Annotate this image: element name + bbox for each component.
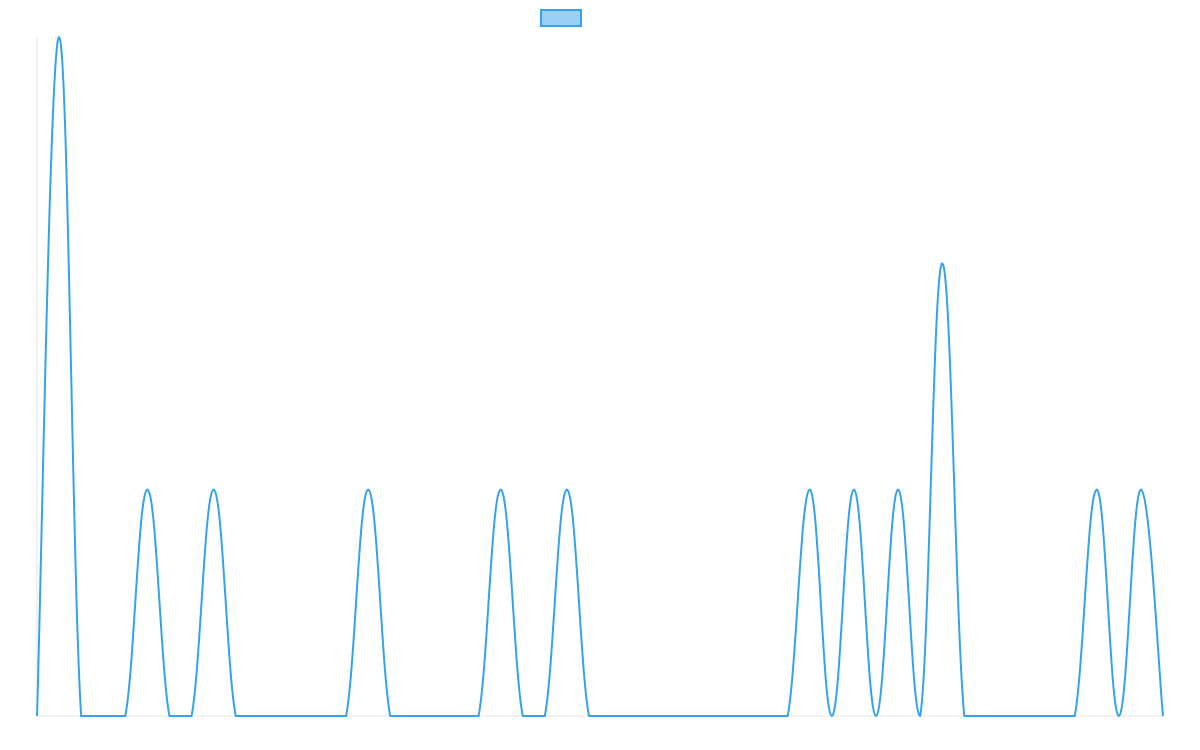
- data-point[interactable]: [782, 710, 794, 722]
- data-point[interactable]: [1047, 710, 1059, 722]
- data-point[interactable]: [141, 484, 153, 496]
- data-point[interactable]: [914, 710, 926, 722]
- data-point[interactable]: [473, 710, 485, 722]
- data-point[interactable]: [517, 710, 529, 722]
- data-point[interactable]: [75, 710, 87, 722]
- data-point[interactable]: [230, 710, 242, 722]
- data-point[interactable]: [1135, 484, 1147, 496]
- data-point[interactable]: [406, 710, 418, 722]
- data-point[interactable]: [715, 710, 727, 722]
- data-point[interactable]: [208, 484, 220, 496]
- data-point[interactable]: [53, 31, 65, 43]
- series-line-0: [36, 36, 1164, 717]
- data-point[interactable]: [627, 710, 639, 722]
- data-point[interactable]: [760, 710, 772, 722]
- data-point[interactable]: [31, 710, 43, 722]
- data-point[interactable]: [936, 257, 948, 269]
- data-point[interactable]: [450, 710, 462, 722]
- data-point[interactable]: [318, 710, 330, 722]
- data-point[interactable]: [561, 484, 573, 496]
- data-point[interactable]: [1157, 710, 1169, 722]
- data-point[interactable]: [605, 710, 617, 722]
- data-point[interactable]: [693, 710, 705, 722]
- data-point[interactable]: [340, 710, 352, 722]
- data-point[interactable]: [980, 710, 992, 722]
- data-point[interactable]: [1025, 710, 1037, 722]
- data-point[interactable]: [296, 710, 308, 722]
- data-point[interactable]: [738, 710, 750, 722]
- data-point[interactable]: [384, 710, 396, 722]
- data-point[interactable]: [1002, 710, 1014, 722]
- data-point[interactable]: [892, 484, 904, 496]
- data-point[interactable]: [958, 710, 970, 722]
- data-point[interactable]: [163, 710, 175, 722]
- axes: [36, 37, 1163, 717]
- data-point[interactable]: [186, 710, 198, 722]
- data-point[interactable]: [274, 710, 286, 722]
- data-point[interactable]: [826, 710, 838, 722]
- data-point[interactable]: [848, 484, 860, 496]
- data-point[interactable]: [1069, 710, 1081, 722]
- data-point[interactable]: [583, 710, 595, 722]
- data-point[interactable]: [1113, 710, 1125, 722]
- data-point[interactable]: [252, 710, 264, 722]
- series-layer: [31, 31, 1169, 722]
- data-point[interactable]: [97, 710, 109, 722]
- data-point[interactable]: [495, 484, 507, 496]
- data-point[interactable]: [1091, 484, 1103, 496]
- data-point[interactable]: [362, 484, 374, 496]
- data-point[interactable]: [539, 710, 551, 722]
- data-point[interactable]: [870, 710, 882, 722]
- legend: [0, 9, 1200, 27]
- legend-swatch[interactable]: [540, 9, 582, 27]
- data-point[interactable]: [804, 484, 816, 496]
- data-point[interactable]: [119, 710, 131, 722]
- data-point[interactable]: [649, 710, 661, 722]
- data-point[interactable]: [428, 710, 440, 722]
- data-point[interactable]: [671, 710, 683, 722]
